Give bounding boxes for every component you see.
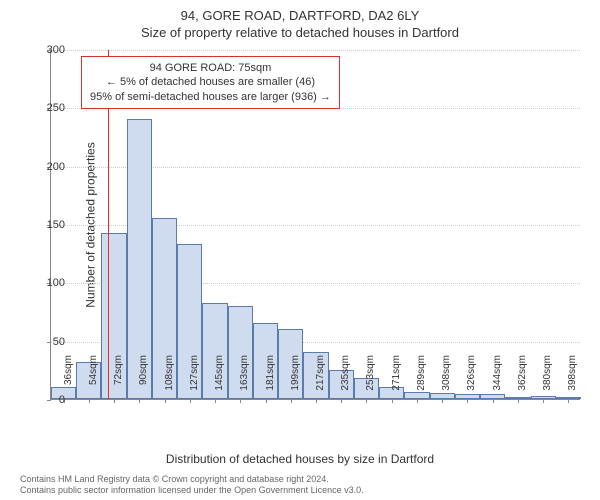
- xtick-label: 308sqm: [441, 355, 452, 395]
- annotation-line: ← 5% of detached houses are smaller (46): [90, 75, 331, 89]
- xtick-label: 326sqm: [466, 355, 477, 395]
- xtick-mark: [291, 399, 292, 403]
- annotation-box: 94 GORE ROAD: 75sqm← 5% of detached hous…: [81, 56, 340, 109]
- xtick-label: 36sqm: [63, 355, 74, 395]
- xtick-label: 127sqm: [189, 355, 200, 395]
- xtick-mark: [467, 399, 468, 403]
- xtick-label: 271sqm: [391, 355, 402, 395]
- xtick-mark: [568, 399, 569, 403]
- xtick-mark: [165, 399, 166, 403]
- ytick-label: 100: [47, 277, 65, 289]
- xtick-mark: [366, 399, 367, 403]
- footer-line-1: Contains HM Land Registry data © Crown c…: [20, 474, 364, 485]
- xtick-label: 398sqm: [567, 355, 578, 395]
- footer-attribution: Contains HM Land Registry data © Crown c…: [20, 474, 364, 496]
- xtick-mark: [392, 399, 393, 403]
- page-subtitle: Size of property relative to detached ho…: [0, 23, 600, 40]
- xtick-mark: [114, 399, 115, 403]
- xtick-label: 145sqm: [214, 355, 225, 395]
- xtick-mark: [442, 399, 443, 403]
- ytick-mark: [47, 400, 51, 401]
- xtick-mark: [240, 399, 241, 403]
- xtick-mark: [139, 399, 140, 403]
- ytick-label: 200: [47, 161, 65, 173]
- xtick-label: 90sqm: [138, 355, 149, 395]
- grid-line: [51, 50, 580, 51]
- xtick-label: 163sqm: [239, 355, 250, 395]
- ytick-label: 0: [59, 394, 65, 406]
- ytick-label: 300: [47, 44, 65, 56]
- x-axis-label: Distribution of detached houses by size …: [0, 452, 600, 466]
- xtick-mark: [543, 399, 544, 403]
- xtick-mark: [417, 399, 418, 403]
- ytick-mark: [47, 342, 51, 343]
- xtick-mark: [266, 399, 267, 403]
- xtick-label: 289sqm: [416, 355, 427, 395]
- xtick-label: 217sqm: [315, 355, 326, 395]
- xtick-mark: [89, 399, 90, 403]
- xtick-label: 235sqm: [340, 355, 351, 395]
- xtick-label: 72sqm: [113, 355, 124, 395]
- xtick-mark: [215, 399, 216, 403]
- ytick-label: 250: [47, 102, 65, 114]
- xtick-mark: [190, 399, 191, 403]
- xtick-label: 344sqm: [492, 355, 503, 395]
- footer-line-2: Contains public sector information licen…: [20, 485, 364, 496]
- xtick-mark: [518, 399, 519, 403]
- xtick-label: 362sqm: [517, 355, 528, 395]
- xtick-label: 181sqm: [265, 355, 276, 395]
- xtick-mark: [493, 399, 494, 403]
- xtick-label: 199sqm: [290, 355, 301, 395]
- xtick-label: 380sqm: [542, 355, 553, 395]
- ytick-label: 50: [53, 336, 65, 348]
- plot-region: 94 GORE ROAD: 75sqm← 5% of detached hous…: [50, 50, 580, 400]
- xtick-label: 54sqm: [88, 355, 99, 395]
- xtick-mark: [316, 399, 317, 403]
- ytick-label: 150: [47, 219, 65, 231]
- chart-area: 94 GORE ROAD: 75sqm← 5% of detached hous…: [50, 50, 580, 400]
- xtick-label: 253sqm: [365, 355, 376, 395]
- xtick-mark: [341, 399, 342, 403]
- annotation-line: 94 GORE ROAD: 75sqm: [90, 61, 331, 75]
- page-title: 94, GORE ROAD, DARTFORD, DA2 6LY: [0, 0, 600, 23]
- annotation-line: 95% of semi-detached houses are larger (…: [90, 90, 331, 104]
- xtick-label: 108sqm: [164, 355, 175, 395]
